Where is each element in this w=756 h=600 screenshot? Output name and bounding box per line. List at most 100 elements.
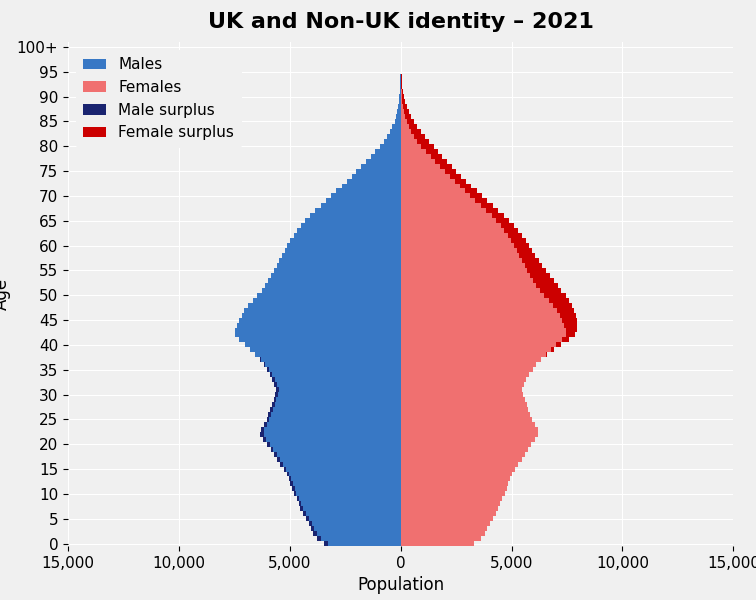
Bar	[401, 362, 537, 367]
Bar	[235, 328, 401, 332]
Bar	[401, 119, 407, 124]
Bar	[401, 472, 513, 476]
Bar	[327, 541, 401, 546]
Bar	[401, 273, 530, 278]
Bar	[399, 94, 401, 99]
Bar	[537, 283, 558, 288]
Bar	[401, 283, 537, 288]
Bar	[356, 169, 401, 173]
Bar	[366, 158, 401, 164]
Bar	[401, 253, 519, 258]
Bar	[401, 531, 485, 536]
Bar	[270, 372, 272, 377]
Bar	[261, 358, 401, 362]
Bar	[282, 253, 401, 258]
Bar	[280, 387, 401, 392]
Bar	[405, 114, 411, 119]
Bar	[235, 332, 401, 337]
Bar	[401, 298, 549, 302]
Bar	[398, 104, 401, 109]
Bar	[401, 467, 516, 472]
Bar	[508, 233, 522, 238]
Bar	[522, 258, 538, 263]
Bar	[445, 169, 457, 173]
Bar	[556, 343, 561, 347]
Bar	[399, 99, 401, 104]
Bar	[271, 442, 401, 446]
Bar	[401, 372, 529, 377]
Bar	[401, 308, 557, 313]
Bar	[553, 302, 572, 308]
Bar	[504, 228, 518, 233]
Bar	[470, 193, 482, 199]
Bar	[450, 173, 461, 179]
Bar	[297, 496, 299, 502]
Bar	[401, 94, 402, 99]
Bar	[401, 203, 481, 208]
Bar	[300, 506, 303, 511]
Bar	[401, 481, 509, 487]
Bar	[293, 487, 295, 491]
Bar	[460, 184, 471, 188]
Bar	[308, 516, 401, 521]
Bar	[336, 188, 401, 193]
Bar	[417, 139, 429, 144]
Bar	[401, 407, 528, 412]
Bar	[264, 427, 401, 432]
Bar	[277, 452, 401, 457]
Bar	[242, 313, 401, 317]
Bar	[301, 502, 401, 506]
Bar	[321, 203, 401, 208]
Bar	[248, 302, 401, 308]
Bar	[396, 114, 401, 119]
Bar	[313, 531, 317, 536]
Bar	[401, 139, 417, 144]
X-axis label: Population: Population	[357, 576, 445, 594]
Bar	[476, 199, 487, 203]
Bar	[401, 179, 455, 184]
Bar	[511, 238, 526, 243]
Bar	[244, 308, 401, 313]
Bar	[274, 402, 401, 407]
Bar	[455, 179, 466, 184]
Bar	[284, 467, 286, 472]
Bar	[544, 293, 566, 298]
Bar	[401, 347, 551, 352]
Bar	[564, 323, 577, 328]
Bar	[253, 298, 401, 302]
Bar	[411, 129, 421, 134]
Bar	[285, 248, 401, 253]
Bar	[401, 377, 526, 382]
Bar	[315, 208, 401, 214]
Bar	[280, 258, 401, 263]
Bar	[562, 317, 577, 323]
Bar	[380, 144, 401, 149]
Bar	[401, 158, 435, 164]
Bar	[274, 268, 401, 273]
Bar	[525, 263, 542, 268]
Bar	[264, 362, 265, 367]
Bar	[401, 343, 556, 347]
Bar	[269, 417, 401, 422]
Bar	[566, 332, 575, 337]
Bar	[286, 467, 401, 472]
Bar	[401, 79, 402, 84]
Bar	[401, 114, 405, 119]
Bar	[311, 521, 401, 526]
Bar	[392, 124, 401, 129]
Bar	[277, 263, 401, 268]
Bar	[401, 173, 450, 179]
Bar	[562, 337, 569, 343]
Bar	[305, 218, 401, 223]
Bar	[401, 124, 409, 129]
Bar	[384, 139, 401, 144]
Bar	[401, 302, 553, 308]
Bar	[265, 283, 401, 288]
Bar	[267, 442, 271, 446]
Bar	[401, 233, 508, 238]
Bar	[540, 288, 562, 293]
Bar	[401, 99, 402, 104]
Bar	[289, 472, 401, 476]
Bar	[492, 214, 504, 218]
Bar	[551, 347, 553, 352]
